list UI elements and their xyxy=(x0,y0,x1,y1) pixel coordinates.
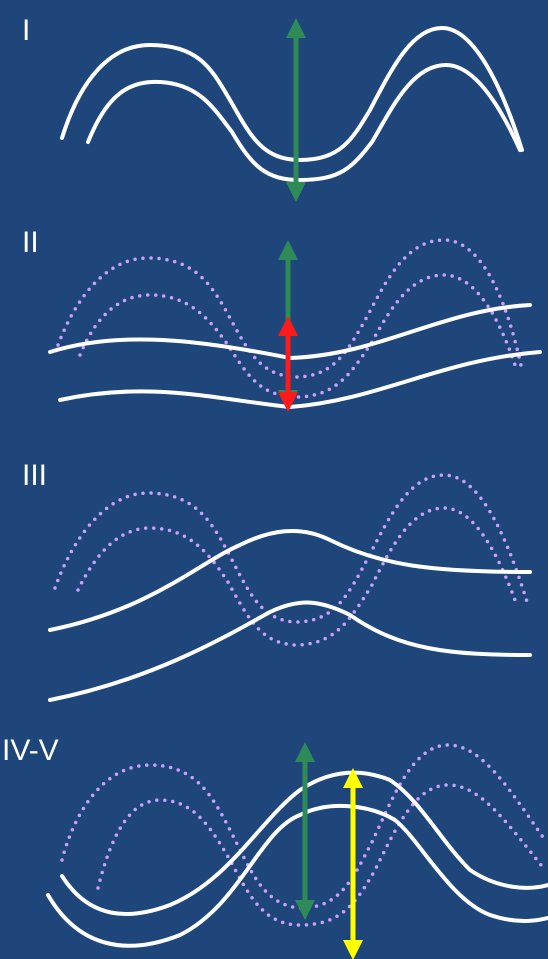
diagram: I II III IV-V xyxy=(0,0,548,959)
panel-label: II xyxy=(22,226,39,259)
panel-label: III xyxy=(22,459,47,492)
panel-label: IV-V xyxy=(2,734,59,767)
panel-label: I xyxy=(22,14,30,47)
